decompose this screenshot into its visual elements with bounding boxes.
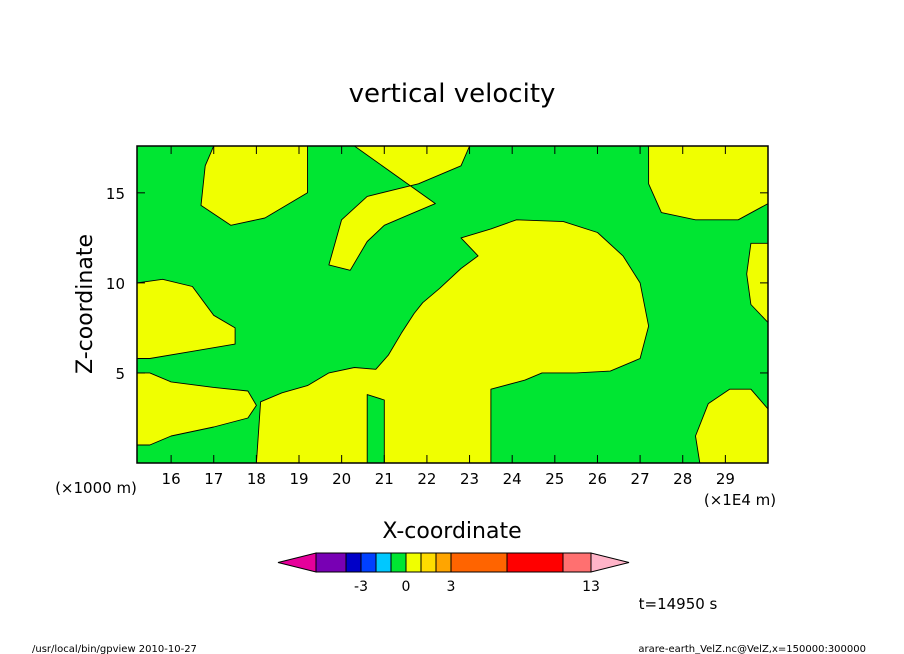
y-axis-label: Z-coordinate <box>73 234 98 374</box>
y-tick-label: 15 <box>106 185 125 203</box>
y-axis-ticks: 5 10 15 <box>106 185 768 383</box>
colorbar: -3 0 3 13 <box>277 552 630 595</box>
x-tick-label: 24 <box>503 470 522 488</box>
x-axis-ticks: 16 17 18 19 20 21 22 23 24 25 26 27 28 29 <box>162 146 735 488</box>
x-unit-label: (×1000 m) <box>55 479 137 497</box>
footer-left: /usr/local/bin/gpview 2010-10-27 <box>32 644 197 654</box>
contour-region-0 <box>137 278 236 359</box>
x-tick-label: 18 <box>247 470 266 488</box>
colorbar-box <box>390 552 407 573</box>
contour-region-5 <box>648 146 768 221</box>
x-tick-label: 21 <box>375 470 394 488</box>
contour-region-3 <box>328 146 471 271</box>
colorbar-tick-label: -3 <box>354 579 368 595</box>
colorbar-over-triangle <box>590 552 630 573</box>
time-label: t=14950 s <box>639 595 718 613</box>
colorbar-tick-label: 0 <box>402 579 411 595</box>
contour-regions <box>137 146 768 463</box>
colorbar-box <box>360 552 377 573</box>
colorbar-box <box>315 552 347 573</box>
x-tick-label: 28 <box>673 470 692 488</box>
x-axis-label: X-coordinate <box>382 519 521 544</box>
x-tick-label: 29 <box>716 470 735 488</box>
contour-region-7 <box>695 388 768 463</box>
x-tick-label: 23 <box>460 470 479 488</box>
contour-region-2 <box>200 146 308 226</box>
colorbar-box <box>562 552 592 573</box>
colorbar-box <box>405 552 422 573</box>
footer-right: arare-earth_VelZ.nc@VelZ,x=150000:300000 <box>638 644 866 654</box>
x-scale-label: (×1E4 m) <box>704 491 776 509</box>
plot-frame <box>136 145 769 464</box>
colorbar-box <box>435 552 452 573</box>
x-tick-label: 19 <box>289 470 308 488</box>
y-tick-label: 10 <box>106 275 125 293</box>
x-tick-label: 27 <box>631 470 650 488</box>
colorbar-tick-label: 3 <box>447 579 456 595</box>
colorbar-box <box>345 552 362 573</box>
colorbar-under-triangle <box>277 552 317 573</box>
contour-region-6 <box>746 242 768 323</box>
contour-region-4 <box>255 219 650 463</box>
x-tick-label: 20 <box>332 470 351 488</box>
y-tick-label: 5 <box>115 365 125 383</box>
plot-area <box>136 145 769 464</box>
contour-region-1 <box>137 372 257 446</box>
colorbar-box <box>506 552 564 573</box>
colorbar-box <box>420 552 437 573</box>
x-tick-label: 16 <box>162 470 181 488</box>
x-tick-label: 22 <box>417 470 436 488</box>
colorbar-box <box>375 552 392 573</box>
chart-title: vertical velocity <box>349 79 556 109</box>
colorbar-tick-label: 13 <box>582 579 600 595</box>
x-tick-label: 17 <box>204 470 223 488</box>
colorbar-box <box>450 552 508 573</box>
x-tick-label: 25 <box>545 470 564 488</box>
x-tick-label: 26 <box>588 470 607 488</box>
